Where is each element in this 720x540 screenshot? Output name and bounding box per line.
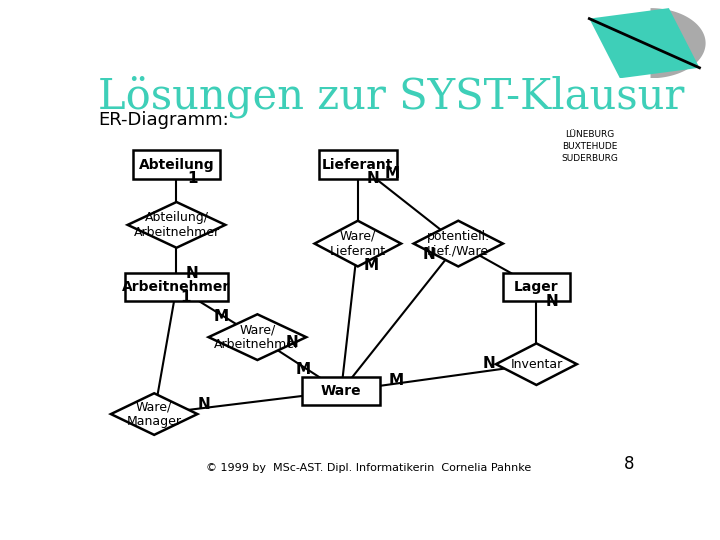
Text: 8: 8: [624, 455, 634, 473]
Text: Abteilung/
Arbeitnehmer: Abteilung/ Arbeitnehmer: [133, 211, 220, 239]
Text: M: M: [213, 309, 228, 324]
Text: N: N: [367, 171, 380, 186]
Text: Ware: Ware: [321, 384, 361, 398]
Text: 1: 1: [187, 171, 197, 186]
FancyBboxPatch shape: [302, 377, 380, 406]
Polygon shape: [111, 393, 197, 435]
Polygon shape: [414, 221, 503, 266]
Text: N: N: [482, 356, 495, 371]
Text: Lieferant: Lieferant: [322, 158, 394, 172]
FancyBboxPatch shape: [125, 273, 228, 301]
Text: Ware/
Manager: Ware/ Manager: [127, 400, 181, 428]
Polygon shape: [651, 8, 706, 78]
FancyBboxPatch shape: [503, 273, 570, 301]
Text: N: N: [546, 294, 559, 309]
Text: potentiell.
Lief./Ware: potentiell. Lief./Ware: [427, 230, 490, 258]
Text: M: M: [388, 373, 403, 388]
Polygon shape: [590, 8, 700, 78]
Polygon shape: [315, 221, 401, 266]
Text: Ware/
Lieferant: Ware/ Lieferant: [330, 230, 386, 258]
FancyBboxPatch shape: [319, 151, 397, 179]
Text: N: N: [286, 335, 298, 350]
Text: 1: 1: [180, 290, 191, 305]
Text: Ware/
Arbeitnehmer: Ware/ Arbeitnehmer: [215, 323, 300, 351]
Polygon shape: [127, 202, 225, 248]
Text: Inventar: Inventar: [510, 357, 562, 370]
Text: M: M: [364, 258, 379, 273]
Text: © 1999 by  MSc-AST. Dipl. Informatikerin  Cornelia Pahnke: © 1999 by MSc-AST. Dipl. Informatikerin …: [207, 463, 531, 473]
Polygon shape: [209, 314, 306, 360]
Text: N: N: [422, 247, 435, 262]
Text: ER-Diagramm:: ER-Diagramm:: [99, 111, 229, 130]
Text: M: M: [296, 362, 311, 377]
Text: N: N: [198, 397, 211, 413]
Text: Abteilung: Abteilung: [139, 158, 215, 172]
Text: N: N: [186, 266, 199, 281]
Text: M: M: [385, 166, 400, 181]
Text: Lösungen zur SYST-Klausur: Lösungen zur SYST-Klausur: [99, 75, 685, 118]
Text: LÜNEBURG
BUXTEHUDE
SUDERBURG: LÜNEBURG BUXTEHUDE SUDERBURG: [561, 130, 618, 163]
Text: Arbeitnehmer: Arbeitnehmer: [122, 280, 230, 294]
FancyBboxPatch shape: [133, 151, 220, 179]
Text: Lager: Lager: [514, 280, 559, 294]
Polygon shape: [496, 343, 577, 385]
